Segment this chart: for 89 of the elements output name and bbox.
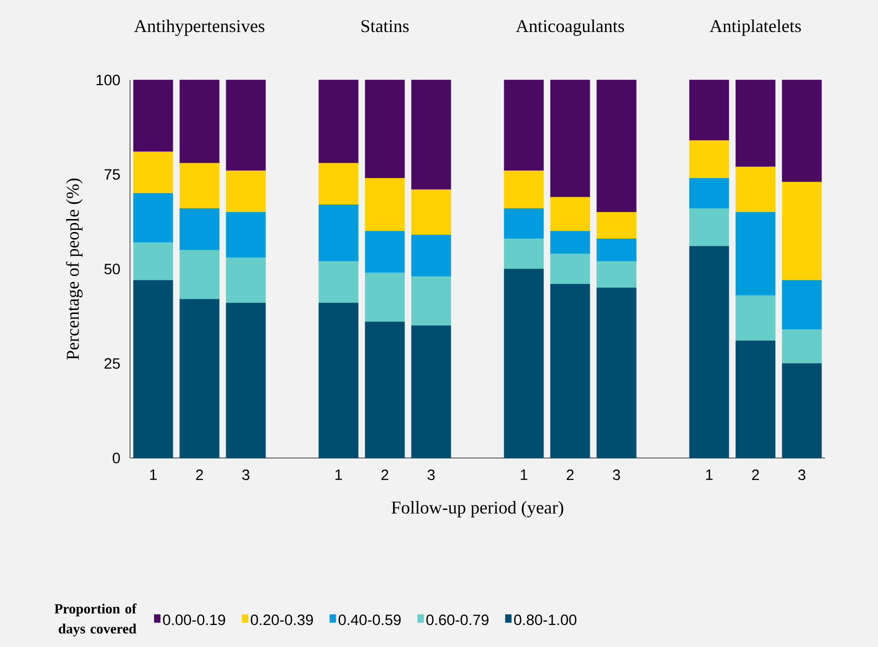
x-tick-label: 3: [798, 470, 806, 480]
text: Statins: [362, 20, 409, 32]
legend-label: 0.00-0.19: [163, 614, 226, 626]
bar: [782, 329, 822, 364]
bar: [504, 80, 544, 171]
bar: [504, 268, 544, 458]
y-tick-label: 50: [104, 264, 120, 274]
bar: [689, 208, 730, 247]
x-tick-label: 2: [566, 470, 574, 480]
x-tick-label: 1: [335, 470, 342, 480]
legend-label: 0.20-0.39: [250, 614, 313, 626]
bar: [736, 295, 776, 342]
bar: [180, 80, 220, 164]
bar: [782, 363, 822, 458]
bar: [504, 170, 544, 209]
text: Antihypertensives: [134, 19, 264, 36]
bar: [504, 238, 544, 270]
bar: [550, 254, 590, 284]
x-tick-label: 3: [612, 470, 620, 480]
bar: [782, 280, 822, 330]
bar: [736, 340, 776, 458]
bar: [411, 325, 452, 458]
x-tick-label: 3: [428, 470, 435, 480]
bar: [411, 80, 452, 190]
bar: [133, 152, 174, 194]
x-tick-label: 2: [381, 470, 388, 480]
bar: [782, 80, 822, 182]
bar: [504, 208, 544, 239]
bar: [318, 261, 358, 304]
y-tick-label: 75: [104, 169, 120, 180]
bar: [226, 80, 266, 171]
bar: [133, 280, 174, 458]
text: Antiplatelets: [710, 19, 801, 36]
bar: [318, 80, 358, 164]
bar: [226, 170, 266, 212]
bar: [596, 261, 636, 288]
bar: [736, 212, 776, 296]
text: Anticoagulants: [516, 19, 624, 36]
bar: [782, 182, 822, 281]
bar: [736, 80, 776, 168]
bar: [411, 189, 452, 236]
y-tick-label: 25: [104, 358, 120, 369]
bar: [596, 288, 636, 458]
bar: [411, 234, 452, 277]
x-tick-label: 1: [150, 470, 157, 480]
bar: [596, 238, 636, 262]
legend-label: 0.60-0.79: [426, 614, 488, 626]
bar: [318, 302, 358, 458]
y-tick-label: 100: [96, 74, 120, 86]
bar: [364, 178, 405, 232]
legend-title: Proportion of days covered: [54, 604, 137, 636]
bar: [550, 196, 590, 232]
bar: [226, 212, 266, 258]
x-tick-label: 3: [242, 470, 250, 480]
bar: [689, 178, 730, 209]
bar: [133, 193, 174, 243]
y-axis-title: Percentage of people (%): [66, 178, 83, 360]
x-tick-label: 1: [706, 470, 713, 480]
bar: [689, 140, 730, 178]
x-tick-label: 1: [520, 470, 528, 480]
bar: [226, 257, 266, 304]
bar: [318, 162, 358, 205]
bar: [226, 302, 266, 458]
bar: [364, 80, 405, 178]
x-tick-label: 2: [752, 470, 759, 480]
y-tick-label: 0: [112, 452, 120, 464]
bar: [411, 276, 452, 326]
bar: [180, 162, 220, 209]
x-tick-label: 2: [196, 470, 203, 480]
bar: [318, 204, 358, 262]
x-axis-title: Follow-up period (year): [392, 500, 564, 518]
bar: [364, 322, 405, 458]
bar: [550, 230, 590, 254]
bar: [596, 212, 636, 239]
bar: [180, 299, 220, 458]
bar: [689, 80, 730, 141]
legend-label: 0.80-1.00: [514, 614, 576, 626]
bar: [364, 230, 405, 273]
bar: [689, 246, 730, 458]
bar: [180, 250, 220, 300]
bar: [364, 272, 405, 322]
bar: [133, 242, 174, 281]
bar: [550, 80, 590, 198]
bar: [736, 166, 776, 212]
bar: [180, 208, 220, 250]
bar: [133, 80, 174, 152]
legend-label: 0.40-0.59: [338, 614, 401, 626]
bar: [596, 80, 636, 212]
bar: [550, 284, 590, 458]
